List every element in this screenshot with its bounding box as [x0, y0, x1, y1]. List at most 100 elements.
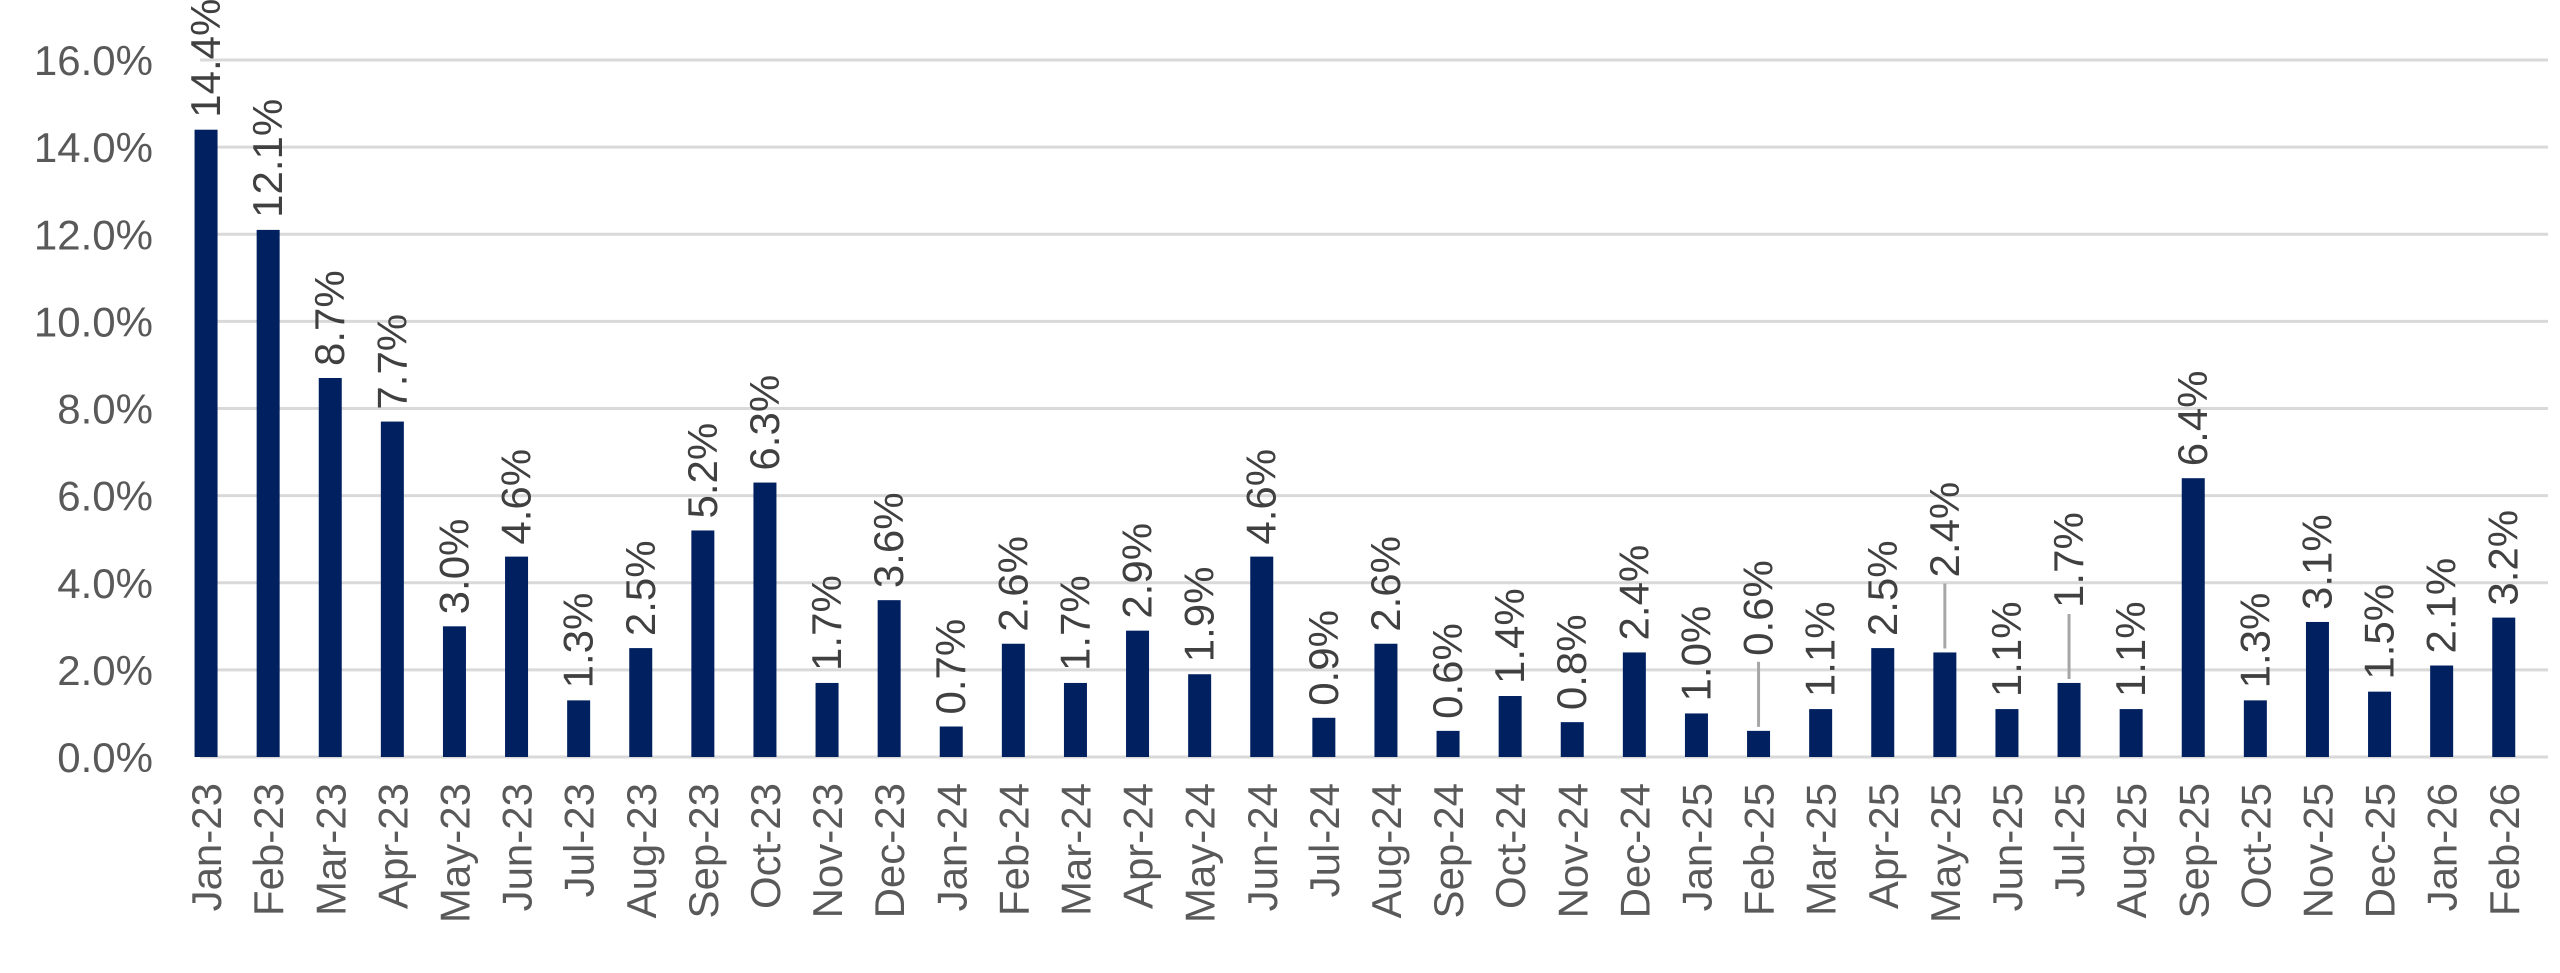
x-tick-label-feb-25: Feb-25 [1736, 783, 1783, 916]
x-axis-ticks: Jan-23 Feb-23 Mar-23 Apr-23 May-23 Jun-23 Jul-… [183, 783, 2528, 923]
x-tick-label-jan-23: Jan-23 [183, 783, 230, 911]
x-tick-label-nov-24: Nov-24 [1549, 783, 1596, 918]
x-tick-label-oct-25: Oct-25 [2232, 783, 2279, 909]
bar-jan-26 [2430, 665, 2454, 757]
y-tick-label: 2.0% [57, 647, 153, 694]
bar-may-25 [1933, 652, 1957, 757]
data-label-aug-25: 1.1% [2107, 601, 2154, 697]
data-label-jan-24: 0.7% [927, 619, 974, 715]
data-label-nov-23: 1.7% [803, 575, 850, 671]
data-label-jun-25: 1.1% [1983, 601, 2030, 697]
bar-sep-25 [2181, 478, 2205, 757]
data-label-sep-24: 0.6% [1424, 623, 1471, 719]
bar-jan-24 [939, 726, 963, 757]
y-axis-ticks: 0.0% 2.0% 4.0% 6.0% 8.0% 10.0% 12.0% 14.0% 16.0% [34, 37, 153, 781]
y-tick-label: 8.0% [57, 386, 153, 433]
leader-lines-layer [1757, 583, 2071, 727]
bar-mar-24 [1063, 682, 1087, 757]
x-tick-label-jun-25: Jun-25 [1984, 783, 2031, 911]
bar-sep-23 [691, 530, 715, 757]
bar-jun-24 [1250, 556, 1274, 757]
data-label-mar-23: 8.7% [306, 270, 353, 366]
data-label-sep-25: 6.4% [2169, 370, 2216, 466]
bar-feb-24 [1001, 643, 1025, 757]
bar-nov-25 [2305, 621, 2329, 757]
bar-oct-25 [2243, 700, 2267, 757]
data-label-mar-24: 1.7% [1051, 575, 1098, 671]
x-tick-label-jun-24: Jun-24 [1239, 783, 1286, 911]
x-tick-label-nov-23: Nov-23 [804, 783, 851, 918]
x-tick-label-apr-25: Apr-25 [1860, 783, 1907, 909]
x-tick-label-oct-24: Oct-24 [1487, 783, 1534, 909]
bar-oct-23 [753, 482, 777, 757]
x-tick-label-jul-23: Jul-23 [556, 783, 603, 897]
x-tick-label-jul-25: Jul-25 [2046, 783, 2093, 897]
bar-jan-23 [194, 129, 218, 757]
data-label-apr-24: 2.9% [1114, 523, 1161, 619]
data-label-dec-25: 1.5% [2356, 584, 2403, 680]
bar-jun-23 [505, 556, 529, 757]
data-label-may-23: 3.0% [430, 519, 477, 615]
y-tick-label: 10.0% [34, 298, 153, 345]
y-tick-label: 14.0% [34, 124, 153, 171]
data-label-nov-24: 0.8% [1548, 614, 1595, 710]
x-tick-label-apr-24: Apr-24 [1115, 783, 1162, 909]
data-label-aug-23: 2.5% [617, 540, 664, 636]
y-tick-label: 16.0% [34, 37, 153, 84]
x-tick-label-jan-24: Jan-24 [928, 783, 975, 911]
x-tick-label-may-23: May-23 [431, 783, 478, 923]
x-tick-label-dec-25: Dec-25 [2357, 783, 2404, 918]
bar-feb-23 [256, 229, 280, 758]
bar-jul-23 [567, 700, 591, 757]
x-tick-label-mar-24: Mar-24 [1052, 783, 1099, 916]
bar-nov-24 [1560, 722, 1584, 757]
x-tick-label-feb-24: Feb-24 [990, 783, 1037, 916]
x-tick-label-nov-25: Nov-25 [2294, 783, 2341, 918]
x-tick-label-jun-23: Jun-23 [494, 783, 541, 911]
x-tick-label-jan-25: Jan-25 [1673, 783, 1720, 911]
x-tick-label-jul-24: Jul-24 [1301, 783, 1348, 897]
data-label-oct-24: 1.4% [1486, 588, 1533, 684]
data-label-jun-23: 4.6% [493, 449, 540, 545]
x-tick-label-sep-24: Sep-24 [1425, 783, 1472, 918]
x-tick-label-dec-23: Dec-23 [866, 783, 913, 918]
x-tick-label-feb-26: Feb-26 [2481, 783, 2528, 916]
x-tick-label-sep-23: Sep-23 [680, 783, 727, 918]
bar-nov-23 [815, 682, 839, 757]
bar-dec-23 [877, 600, 901, 757]
x-tick-label-aug-24: Aug-24 [1363, 783, 1410, 918]
data-label-feb-23: 12.1% [244, 99, 291, 218]
bars-layer [194, 129, 2516, 758]
data-labels-layer: 14.4% 12.1% 8.7% 7.7% 3.0% 4.6% 1.3% 2.5% 5.2% 6.… [182, 0, 2527, 719]
x-tick-label-apr-23: Apr-23 [369, 783, 416, 909]
bar-dec-24 [1622, 652, 1646, 757]
bar-aug-24 [1374, 643, 1398, 757]
bar-oct-24 [1498, 696, 1522, 757]
data-label-dec-24: 2.4% [1610, 545, 1657, 641]
bar-jun-25 [1995, 709, 2019, 757]
y-tick-label: 0.0% [57, 734, 153, 781]
x-tick-label-may-25: May-25 [1922, 783, 1969, 923]
bar-aug-23 [629, 648, 653, 757]
data-label-may-25: 2.4% [1921, 482, 1968, 578]
data-label-jun-24: 4.6% [1238, 449, 1285, 545]
x-tick-label-aug-23: Aug-23 [618, 783, 665, 918]
bar-apr-24 [1126, 630, 1150, 757]
data-label-jul-24: 0.9% [1300, 610, 1347, 706]
data-label-feb-25: 0.6% [1735, 560, 1782, 656]
data-label-feb-24: 2.6% [989, 536, 1036, 632]
y-tick-label: 12.0% [34, 211, 153, 258]
data-label-jul-25: 1.7% [2045, 512, 2092, 608]
x-tick-label-mar-25: Mar-25 [1798, 783, 1845, 916]
x-tick-label-feb-23: Feb-23 [245, 783, 292, 916]
x-tick-label-jan-26: Jan-26 [2419, 783, 2466, 911]
x-tick-label-sep-25: Sep-25 [2170, 783, 2217, 918]
data-label-feb-26: 3.2% [2480, 510, 2527, 606]
data-label-oct-23: 6.3% [741, 375, 788, 471]
bar-mar-23 [318, 378, 342, 757]
data-label-jan-25: 1.0% [1672, 606, 1719, 702]
bar-jan-25 [1684, 713, 1708, 757]
bar-dec-25 [2368, 691, 2392, 757]
